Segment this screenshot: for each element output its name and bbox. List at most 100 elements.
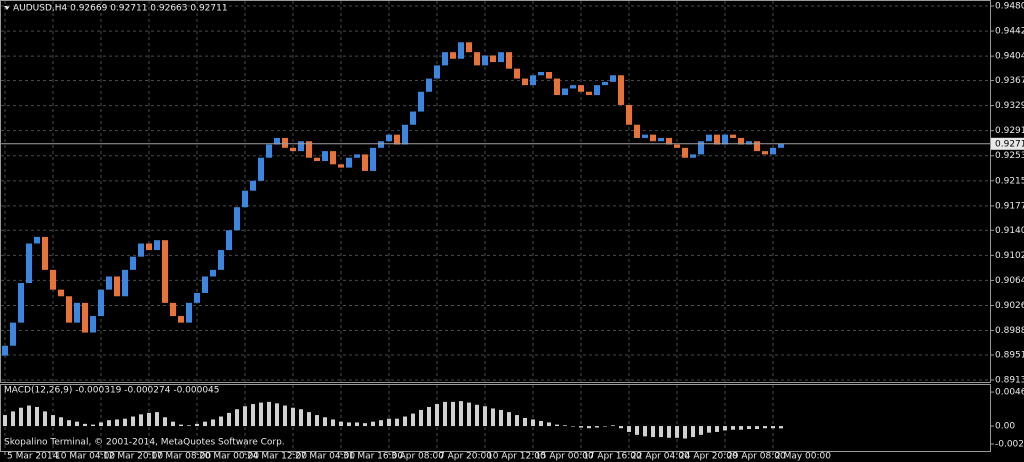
macd-bar bbox=[27, 405, 31, 427]
macd-bar bbox=[107, 420, 111, 427]
candle-body bbox=[498, 52, 504, 63]
macd-bar bbox=[251, 404, 255, 427]
x-tick-label: 5 Mar 2014 bbox=[7, 452, 59, 462]
macd-bar bbox=[67, 420, 71, 427]
candle-body bbox=[106, 276, 112, 290]
macd-bar bbox=[219, 416, 223, 427]
candle-body bbox=[170, 302, 176, 317]
macd-bar bbox=[123, 418, 127, 427]
x-tick-label: 10 Mar 04:00 bbox=[55, 452, 115, 462]
macd-bar bbox=[339, 421, 343, 427]
x-tick-label: 24 Mar 12:00 bbox=[247, 452, 307, 462]
macd-bar bbox=[75, 421, 79, 427]
candle-body bbox=[282, 137, 288, 148]
macd-bar bbox=[579, 426, 583, 428]
candle-body bbox=[730, 134, 736, 138]
candle-body bbox=[474, 52, 480, 66]
macd-bar bbox=[59, 417, 63, 427]
x-tick-label: 12 Mar 20:00 bbox=[103, 452, 163, 462]
macd-bar bbox=[531, 419, 535, 427]
candle-body bbox=[746, 141, 752, 145]
macd-bar bbox=[755, 426, 759, 429]
macd-bar bbox=[371, 421, 375, 427]
y-tick-label: 0.00 bbox=[995, 422, 1015, 432]
candle-body bbox=[682, 147, 688, 158]
macd-bar bbox=[411, 413, 415, 427]
macd-bar bbox=[419, 409, 423, 427]
macd-bar bbox=[395, 418, 399, 427]
candle-body bbox=[738, 137, 744, 145]
candle-body bbox=[10, 322, 16, 346]
candle-body bbox=[698, 141, 704, 155]
macd-bar bbox=[403, 416, 407, 427]
macd-bar bbox=[747, 426, 751, 429]
x-tick-label: 17 Apr 16:00 bbox=[583, 452, 642, 462]
macd-bar bbox=[187, 425, 191, 427]
x-tick-label: 3 Apr 08:00 bbox=[391, 452, 444, 462]
macd-bar bbox=[667, 426, 671, 438]
macd-bar bbox=[539, 420, 543, 427]
candle-body bbox=[90, 316, 96, 333]
candle-body bbox=[186, 302, 192, 323]
macd-bar bbox=[323, 417, 327, 427]
candle-body bbox=[482, 55, 488, 66]
candle-body bbox=[602, 81, 608, 86]
candle-body bbox=[122, 269, 128, 297]
y-tick-label: 0.89130 bbox=[995, 376, 1024, 386]
candle-body bbox=[370, 147, 376, 171]
macd-bar bbox=[283, 405, 287, 427]
candle-body bbox=[770, 147, 776, 155]
macd-bar bbox=[467, 402, 471, 427]
candle-body bbox=[362, 154, 368, 171]
macd-bar bbox=[523, 418, 527, 427]
candle-body bbox=[426, 78, 432, 92]
macd-bar bbox=[307, 412, 311, 427]
candle-body bbox=[450, 52, 456, 59]
candle-body bbox=[322, 151, 328, 162]
candle-body bbox=[530, 75, 536, 86]
macd-bar bbox=[427, 407, 431, 427]
candle-body bbox=[34, 236, 40, 244]
candle-body bbox=[202, 276, 208, 293]
candle-body bbox=[50, 269, 56, 290]
candle-body bbox=[378, 141, 384, 148]
macd-bar bbox=[115, 419, 119, 427]
macd-bar bbox=[515, 415, 519, 427]
candle-body bbox=[258, 157, 264, 181]
candle-body bbox=[410, 111, 416, 125]
macd-bar bbox=[259, 402, 263, 427]
candle-body bbox=[522, 78, 528, 86]
candle-body bbox=[722, 134, 728, 145]
candle-body bbox=[194, 292, 200, 303]
candle-body bbox=[754, 141, 760, 152]
candle-body bbox=[690, 154, 696, 158]
macd-bar bbox=[91, 424, 95, 427]
macd-bar bbox=[451, 401, 455, 427]
last-price-label: 0.92711 bbox=[995, 139, 1024, 149]
macd-bar bbox=[491, 408, 495, 427]
macd-bar bbox=[315, 415, 319, 427]
y-tick-label: 0.004637 bbox=[995, 388, 1024, 398]
candle-body bbox=[618, 75, 624, 105]
candle-body bbox=[146, 243, 152, 251]
candle-body bbox=[650, 134, 656, 142]
candle-body bbox=[642, 134, 648, 138]
macd-bar bbox=[387, 418, 391, 427]
macd-bar bbox=[275, 403, 279, 427]
candle-body bbox=[218, 250, 224, 270]
x-tick-label: 7 Apr 20:00 bbox=[439, 452, 492, 462]
candle-body bbox=[330, 151, 336, 165]
macd-bar bbox=[763, 426, 767, 429]
candle-body bbox=[610, 75, 616, 82]
